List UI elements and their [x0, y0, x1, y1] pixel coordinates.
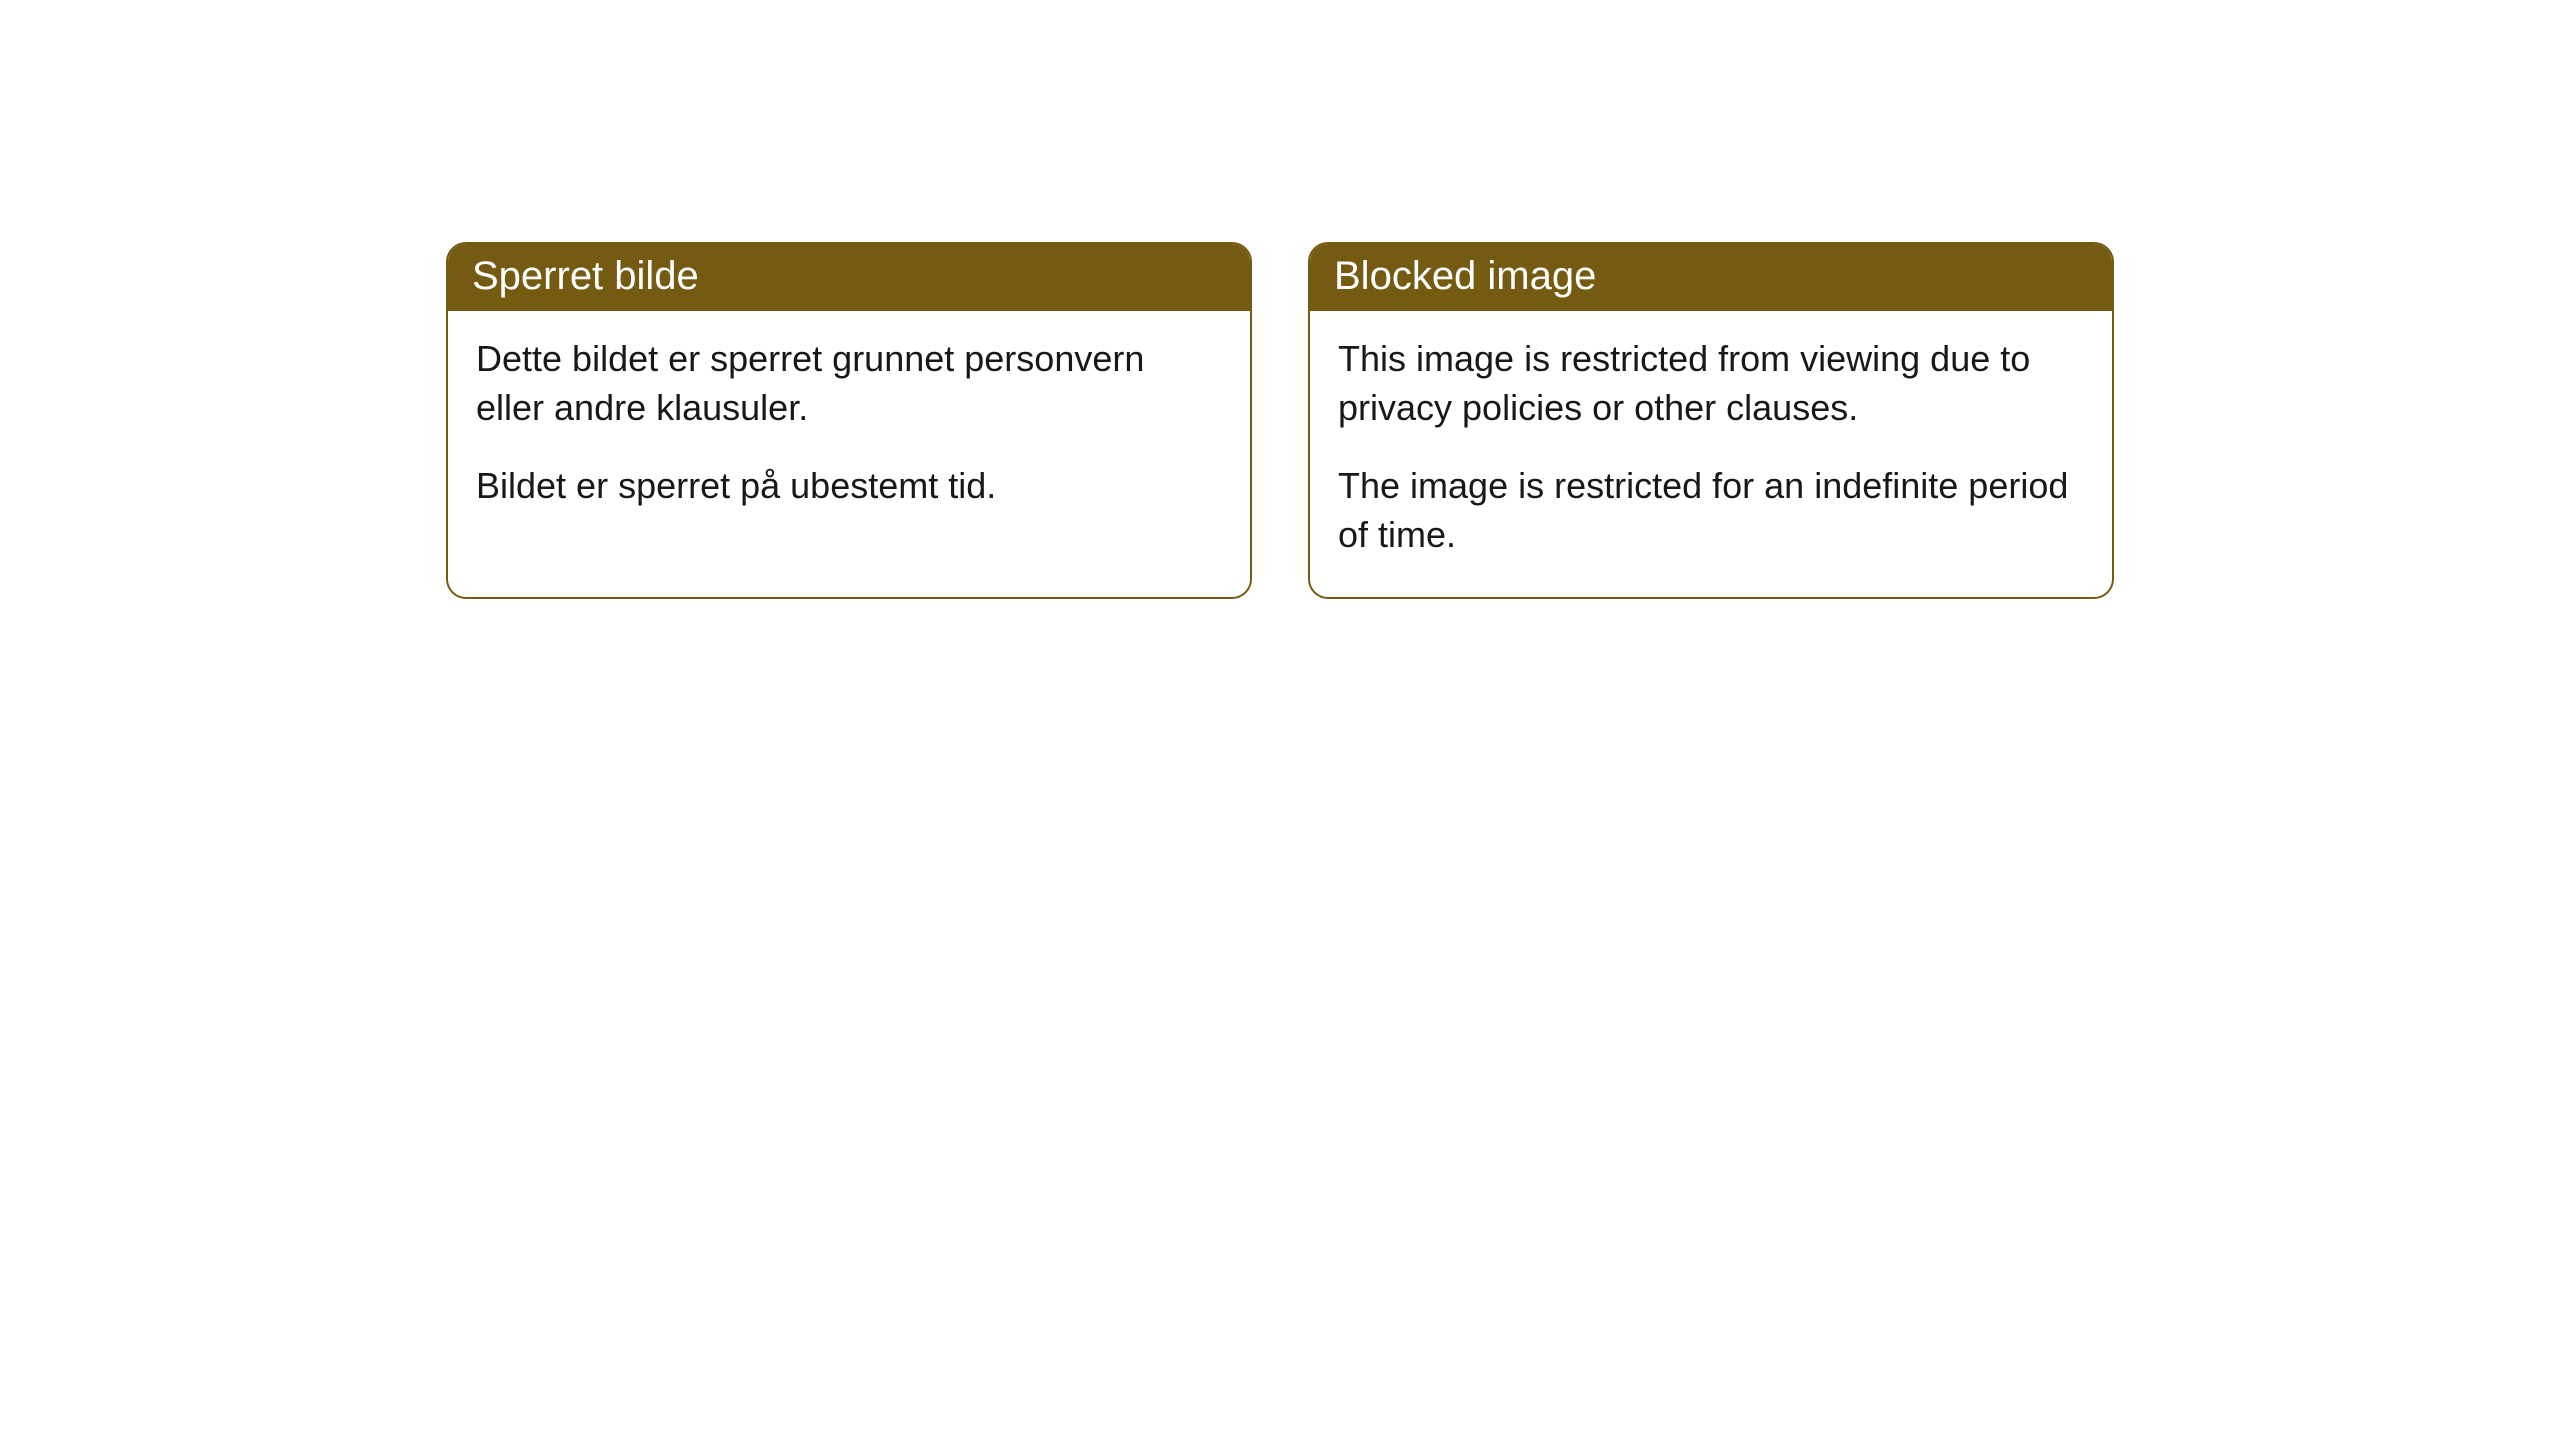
notice-paragraph: This image is restricted from viewing du…: [1338, 335, 2084, 432]
card-header: Blocked image: [1310, 244, 2112, 311]
blocked-image-card-no: Sperret bilde Dette bildet er sperret gr…: [446, 242, 1252, 599]
card-body: Dette bildet er sperret grunnet personve…: [448, 311, 1250, 549]
notice-container: Sperret bilde Dette bildet er sperret gr…: [0, 0, 2560, 599]
notice-paragraph: The image is restricted for an indefinit…: [1338, 462, 2084, 559]
card-header: Sperret bilde: [448, 244, 1250, 311]
notice-paragraph: Bildet er sperret på ubestemt tid.: [476, 462, 1222, 511]
notice-paragraph: Dette bildet er sperret grunnet personve…: [476, 335, 1222, 432]
card-body: This image is restricted from viewing du…: [1310, 311, 2112, 597]
blocked-image-card-en: Blocked image This image is restricted f…: [1308, 242, 2114, 599]
